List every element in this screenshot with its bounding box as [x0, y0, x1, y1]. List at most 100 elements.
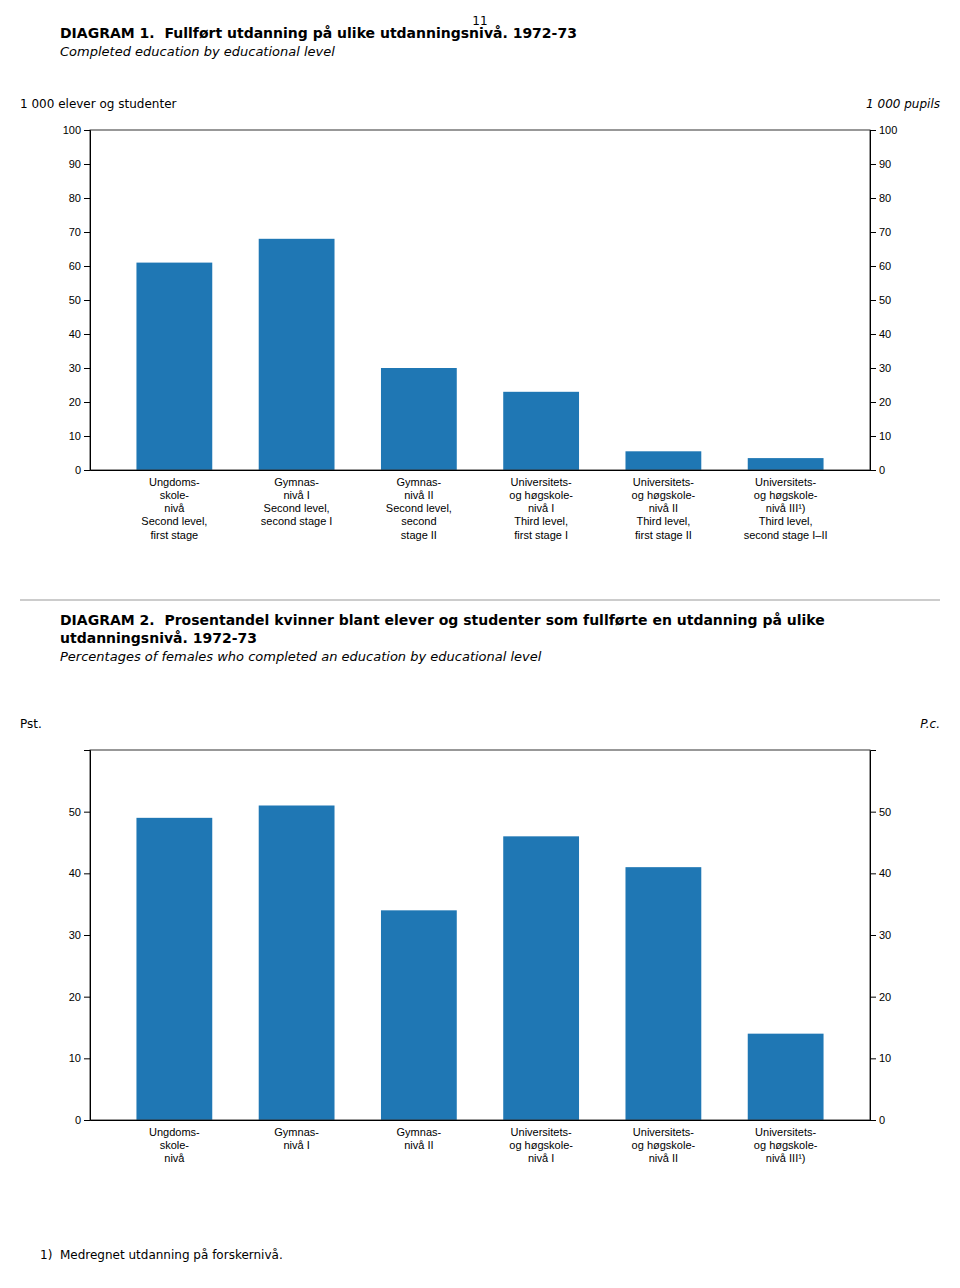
y2-tick: 100 — [870, 124, 897, 136]
y-tick-label: 0 — [75, 1114, 81, 1126]
y2-tick: 90 — [870, 158, 891, 170]
x-axis-line — [91, 470, 871, 471]
x-tick-label: Gymnas-nivå ISecond level,second stage I — [261, 476, 333, 528]
x-axis-line — [91, 1120, 871, 1121]
y2-tick: 10 — [870, 1052, 891, 1064]
bar — [625, 867, 701, 1120]
y2-tick-mark — [870, 873, 876, 874]
x-tick: Universitets-og høgskole-nivå IThird lev… — [509, 470, 573, 541]
bar — [748, 458, 824, 470]
y-tick: 10 — [69, 430, 90, 442]
bar — [748, 1034, 824, 1120]
y2-tick-label: 70 — [879, 226, 891, 238]
y2-tick-mark — [870, 334, 876, 335]
x-tick-label: Universitets-og høgskole-nivå IThird lev… — [509, 476, 573, 541]
y2-tick-label: 100 — [879, 124, 897, 136]
y-tick: 0 — [75, 464, 90, 476]
y2-tick-label: 0 — [879, 464, 885, 476]
bar — [503, 836, 579, 1120]
y-axis-line — [84, 751, 91, 1121]
bar — [381, 910, 457, 1120]
y-tick-mark — [84, 130, 90, 131]
x-tick-label: Universitets-og høgskole-nivå IIThird le… — [632, 476, 696, 541]
y-tick-label: 80 — [69, 192, 81, 204]
y-tick: 90 — [69, 158, 90, 170]
y-tick-mark — [84, 812, 90, 813]
annotation: 1) Medregnet utdanning på forskernivå. — [40, 1248, 283, 1262]
y2-tick-label: 60 — [879, 260, 891, 272]
y-tick-label: 30 — [69, 929, 81, 941]
y2-tick: 70 — [870, 226, 891, 238]
x-tick: Gymnas-nivå I — [274, 1120, 319, 1151]
y-tick: 50 — [69, 294, 90, 306]
y-tick-label: 50 — [69, 294, 81, 306]
divider — [20, 600, 940, 601]
y2-tick: 0 — [870, 1114, 885, 1126]
y-axis: 0102030405060708090100 — [63, 124, 91, 476]
y2-tick-mark — [870, 164, 876, 165]
y2-tick-mark — [870, 436, 876, 437]
y2-tick: 40 — [870, 867, 891, 879]
bar — [259, 806, 335, 1121]
y2-tick: 0 — [870, 464, 885, 476]
y-tick: 40 — [69, 328, 90, 340]
y2-tick-label: 10 — [879, 1052, 891, 1064]
subtitle: Completed education by educational level — [60, 44, 335, 59]
y2-tick-label: 90 — [879, 158, 891, 170]
y2-tick-label: 30 — [879, 362, 891, 374]
y-tick-mark — [84, 1058, 90, 1059]
y2-tick-label: 50 — [879, 294, 891, 306]
y2-tick: 50 — [870, 806, 891, 818]
y2-tick: 20 — [870, 991, 891, 1003]
y2-tick: 30 — [870, 929, 891, 941]
y2-tick-mark — [870, 997, 876, 998]
bar — [381, 368, 457, 470]
x-tick: Ungdoms-skole-nivå — [149, 1120, 200, 1164]
x-tick-label: Ungdoms-skole-nivåSecond level,first sta… — [141, 476, 207, 541]
x-tick-label: Gymnas-nivå I — [274, 1126, 319, 1151]
y-tick-label: 90 — [69, 158, 81, 170]
x-axis: Ungdoms-skole-nivåSecond level,first sta… — [91, 470, 871, 541]
y-tick: 20 — [69, 991, 90, 1003]
x-tick: Universitets-og høgskole-nivå I — [509, 1120, 573, 1164]
y-tick-mark — [84, 232, 90, 233]
y-tick-mark — [84, 470, 90, 471]
y2-tick: 30 — [870, 362, 891, 374]
y2-tick-mark — [870, 266, 876, 267]
title: DIAGRAM 1. Fullført utdanning på ulike u… — [60, 25, 577, 41]
y2-tick-label: 10 — [879, 430, 891, 442]
x-tick: Gymnas-nivå IISecond level,secondstage I… — [386, 470, 452, 541]
y2-tick-mark — [870, 935, 876, 936]
bar — [259, 239, 335, 470]
y2-tick-label: 40 — [879, 328, 891, 340]
y-tick-label: 20 — [69, 991, 81, 1003]
chart: 11DIAGRAM 1. Fullført utdanning på ulike… — [20, 14, 940, 541]
y2-tick-mark — [870, 368, 876, 369]
y2-axis-label: 1 000 pupils — [866, 97, 940, 111]
y2-tick: 10 — [870, 430, 891, 442]
y2-axis: 0102030405060708090100 — [870, 124, 897, 476]
x-tick-label: Gymnas-nivå IISecond level,secondstage I… — [386, 476, 452, 541]
y-tick-mark — [84, 997, 90, 998]
y-tick: 50 — [69, 806, 90, 818]
y-tick: 30 — [69, 929, 90, 941]
y2-tick: 80 — [870, 192, 891, 204]
y-tick-mark — [84, 873, 90, 874]
y-tick-label: 40 — [69, 867, 81, 879]
y2-tick-label: 30 — [879, 929, 891, 941]
y-tick-label: 40 — [69, 328, 81, 340]
y2-tick-mark — [870, 232, 876, 233]
y-tick-label: 70 — [69, 226, 81, 238]
bar — [625, 451, 701, 470]
y-tick: 100 — [63, 124, 90, 136]
y-tick-mark — [84, 402, 90, 403]
y-tick-label: 10 — [69, 430, 81, 442]
y-tick-mark — [84, 164, 90, 165]
y-tick-label: 50 — [69, 806, 81, 818]
page: 11DIAGRAM 1. Fullført utdanning på ulike… — [0, 0, 960, 1288]
x-tick: Universitets-og høgskole-nivå III¹)Third… — [744, 470, 828, 541]
y2-tick: 60 — [870, 260, 891, 272]
chart: 1) Medregnet utdanning på forskernivå.DI… — [20, 612, 940, 1262]
y2-tick-label: 40 — [879, 867, 891, 879]
y-tick: 60 — [69, 260, 90, 272]
